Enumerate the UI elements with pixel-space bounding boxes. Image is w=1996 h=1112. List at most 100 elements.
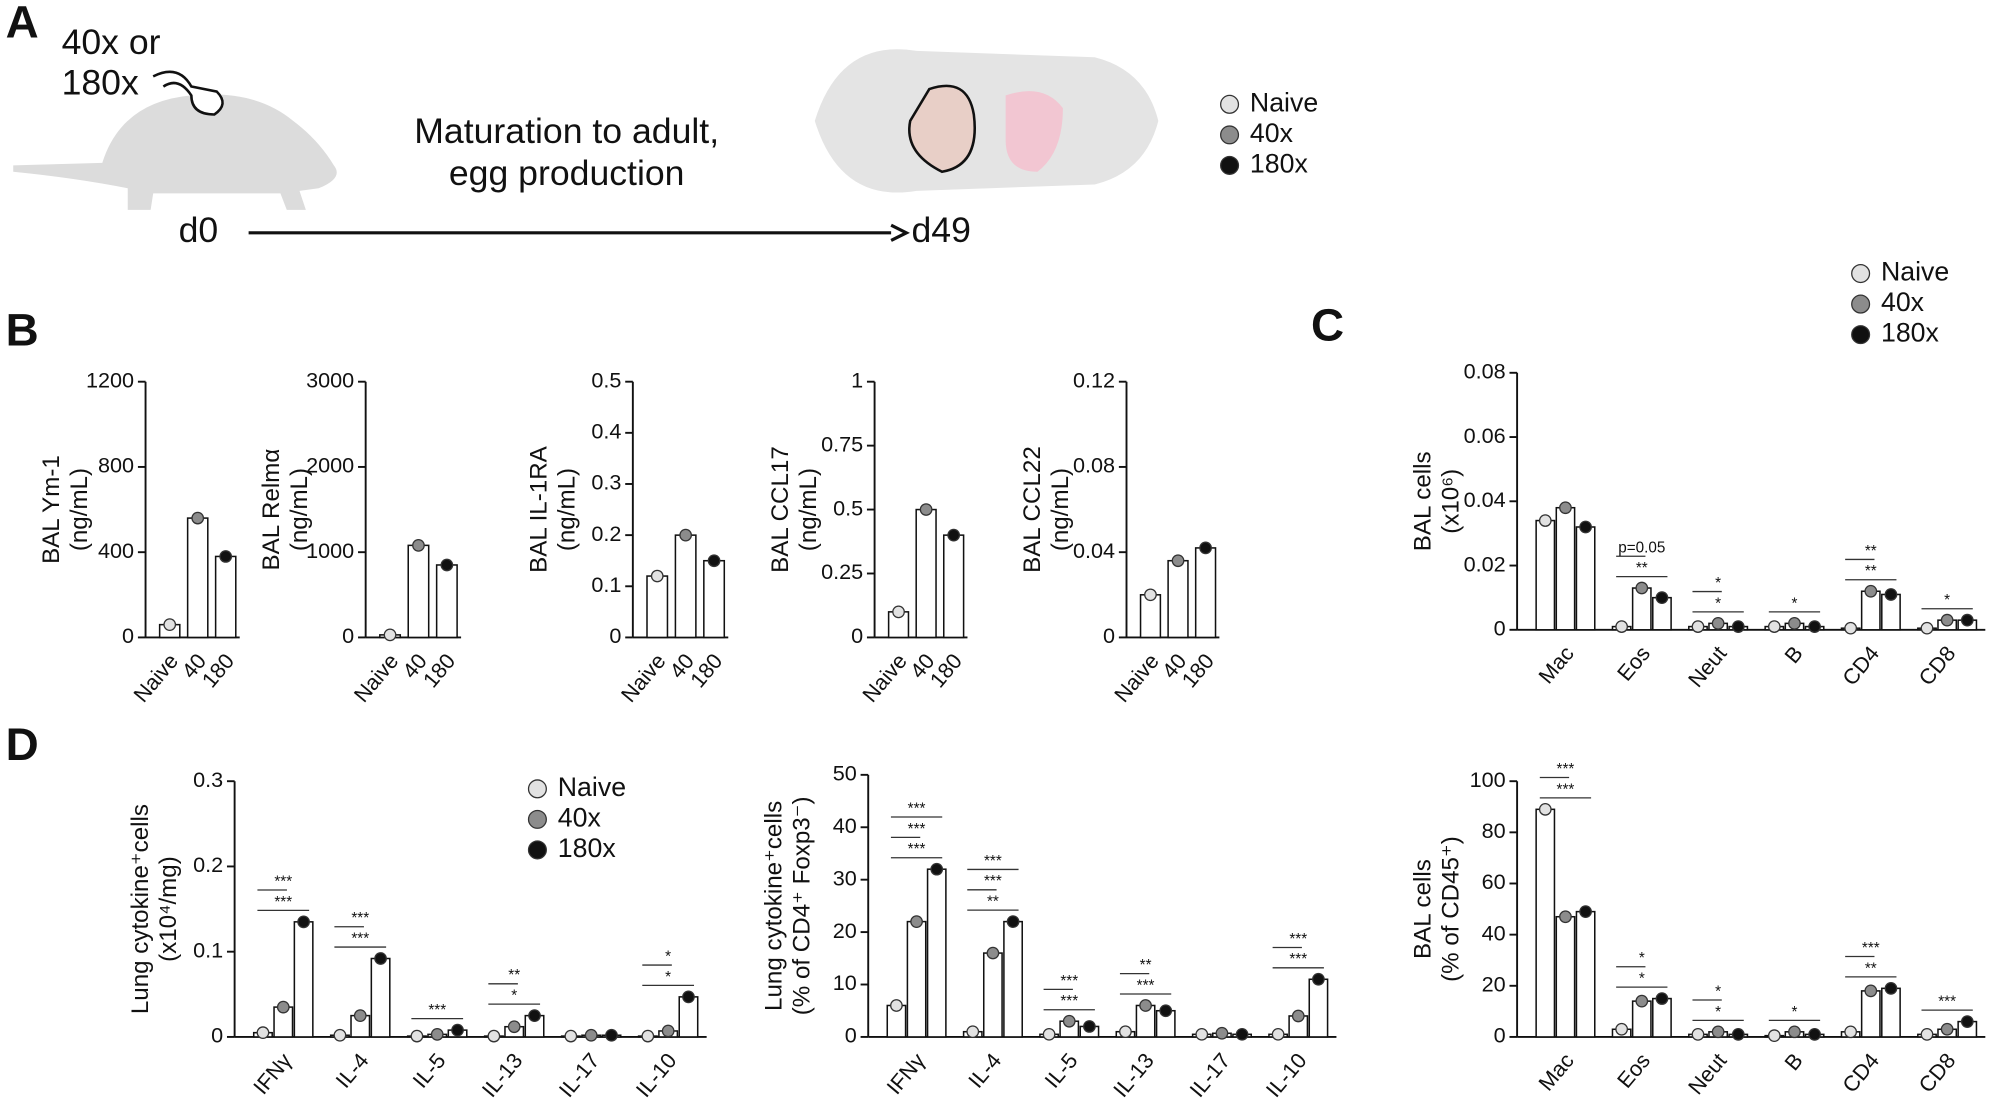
maturation-text: Maturation to adult, <box>414 111 719 151</box>
bar <box>1308 978 1329 1038</box>
bar <box>1555 506 1576 631</box>
worm-icon <box>152 70 224 116</box>
x-tick-label: Neut <box>1683 641 1731 692</box>
sig-label: *** <box>1938 994 1956 1011</box>
legend-label: Naive <box>1250 87 1318 117</box>
bar <box>906 920 927 1038</box>
mean-dot <box>440 558 454 572</box>
mean-dot <box>584 1028 598 1042</box>
x-tick-label: 180 <box>418 649 460 693</box>
bar <box>1167 559 1189 639</box>
sig-label: *** <box>274 873 292 890</box>
y-axis-label: (x10⁴/mg) <box>155 856 182 962</box>
x-tick-label: IL-4 <box>963 1048 1006 1093</box>
day-label: d0 <box>179 210 219 250</box>
mean-dot <box>1884 588 1898 601</box>
mean-dot <box>1940 613 1954 627</box>
x-tick-label: 180 <box>1177 649 1219 693</box>
x-tick-label: IL-4 <box>330 1048 373 1093</box>
bar <box>646 575 669 639</box>
mean-dot <box>383 628 397 642</box>
y-tick-label: 40 <box>833 813 857 838</box>
x-tick-label: CD8 <box>1914 1048 1961 1097</box>
bar <box>293 921 314 1038</box>
sig-label: *** <box>1557 761 1575 778</box>
mean-dot <box>1119 1025 1132 1039</box>
x-tick-label: Eos <box>1612 1048 1655 1093</box>
y-tick-label: 800 <box>98 453 134 478</box>
y-tick-label: 0.3 <box>193 767 223 792</box>
sig-label: *** <box>1060 973 1078 990</box>
mean-dot <box>333 1028 347 1042</box>
lung-icon <box>1005 91 1063 172</box>
y-tick-label: 100 <box>1470 767 1506 792</box>
mean-dot <box>1655 992 1669 1005</box>
x-tick-label: B <box>1779 1048 1807 1075</box>
y-tick-label: 3000 <box>306 367 354 392</box>
legend-dot <box>1220 94 1240 114</box>
x-tick-label: 180 <box>197 649 239 693</box>
y-tick-label: 20 <box>833 918 857 943</box>
dose-text: 40x or <box>62 22 161 62</box>
mean-dot <box>1144 588 1157 602</box>
y-tick-label: 0 <box>122 623 134 648</box>
mean-dot <box>353 1009 367 1022</box>
bar <box>915 508 937 639</box>
mean-dot <box>219 550 233 563</box>
sig-label: * <box>1639 950 1645 967</box>
mean-dot <box>966 1025 980 1039</box>
x-tick-label: IL-13 <box>1108 1048 1159 1102</box>
bar <box>214 555 237 639</box>
legend-label: Naive <box>558 772 626 802</box>
mean-dot <box>1579 905 1592 918</box>
mean-dot <box>297 915 310 929</box>
sig-label: *** <box>984 853 1002 870</box>
y-tick-label: 40 <box>1482 920 1506 945</box>
bar <box>1555 915 1576 1038</box>
x-tick-label: CD4 <box>1837 1048 1884 1097</box>
y-tick-label: 0.5 <box>833 495 863 520</box>
mean-dot <box>374 952 387 965</box>
mean-dot <box>1291 1009 1305 1023</box>
y-tick-label: 2000 <box>306 453 354 478</box>
y-tick-label: 0.75 <box>821 431 863 456</box>
panel-label: C <box>1311 299 1344 350</box>
legend-dot <box>527 809 547 829</box>
mean-dot <box>1615 1022 1628 1036</box>
legend-label: 180x <box>1881 318 1940 348</box>
mean-dot <box>1042 1027 1056 1041</box>
mean-dot <box>1788 617 1801 630</box>
mean-dot <box>1884 981 1898 995</box>
sig-label: ** <box>1140 957 1152 974</box>
mean-dot <box>707 554 721 568</box>
sig-label: *** <box>1862 940 1880 957</box>
mean-dot <box>410 1029 424 1043</box>
sig-label: *** <box>1137 977 1155 994</box>
y-tick-label: 1000 <box>306 538 354 563</box>
x-tick-label: IL-5 <box>407 1048 450 1093</box>
legend-label: 40x <box>1881 287 1925 317</box>
sig-label: *** <box>1289 931 1307 948</box>
legend-label: 180x <box>1250 148 1309 178</box>
legend-label: 40x <box>558 802 602 832</box>
mean-dot <box>1940 1022 1954 1036</box>
y-tick-label: 0.04 <box>1464 487 1506 512</box>
legend-dot <box>1851 325 1871 345</box>
mouse-icon <box>13 94 337 210</box>
y-tick-label: 0.06 <box>1464 423 1506 448</box>
sig-label: * <box>1715 595 1721 612</box>
y-tick-label: 0.2 <box>193 852 223 877</box>
y-tick-label: 0.3 <box>591 470 621 495</box>
sig-label: * <box>1715 1004 1721 1021</box>
mean-dot <box>1195 1027 1209 1041</box>
sig-label: ** <box>1865 543 1877 560</box>
x-tick-label: IL-17 <box>1184 1048 1235 1102</box>
x-tick-label: IL-5 <box>1039 1048 1082 1093</box>
panel-label: A <box>6 0 39 48</box>
y-tick-label: 0.2 <box>591 521 621 546</box>
mean-dot <box>1844 621 1858 635</box>
y-tick-label: 0.5 <box>591 367 621 392</box>
legend-label: Naive <box>1881 257 1949 287</box>
y-axis-label: BAL CCL17 <box>767 446 794 573</box>
mean-dot <box>191 511 205 525</box>
